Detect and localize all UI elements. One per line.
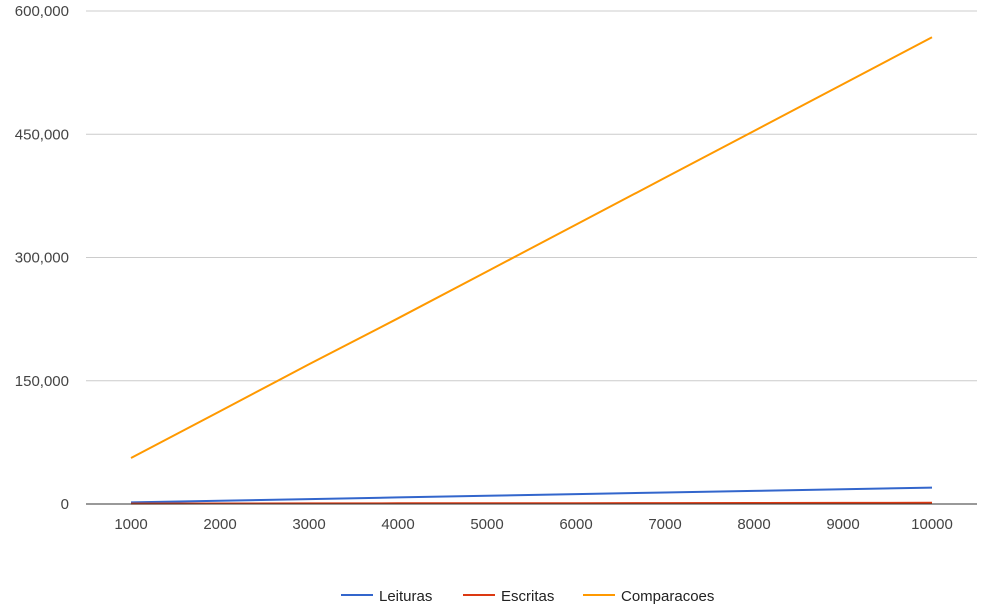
x-tick-label: 2000: [203, 516, 236, 533]
x-tick-label: 3000: [292, 516, 325, 533]
y-tick-label: 0: [61, 496, 69, 513]
y-tick-label: 300,000: [15, 250, 69, 267]
x-tick-label: 6000: [559, 516, 592, 533]
x-tick-label: 8000: [737, 516, 770, 533]
legend-label: Comparacoes: [621, 588, 714, 605]
series-line-comparacoes: [130, 36, 933, 459]
legend-label: Escritas: [501, 588, 554, 605]
x-tick-label: 9000: [826, 516, 859, 533]
y-tick-label: 600,000: [15, 3, 69, 20]
series-line-leituras: [130, 486, 933, 504]
y-tick-label: 150,000: [15, 373, 69, 390]
x-tick-label: 10000: [911, 516, 953, 533]
x-tick-label: 7000: [648, 516, 681, 533]
x-tick-label: 1000: [114, 516, 147, 533]
x-tick-label: 4000: [381, 516, 414, 533]
series-line-escritas: [130, 501, 933, 505]
y-tick-label: 450,000: [15, 126, 69, 143]
legend-label: Leituras: [379, 588, 432, 605]
x-tick-label: 5000: [470, 516, 503, 533]
